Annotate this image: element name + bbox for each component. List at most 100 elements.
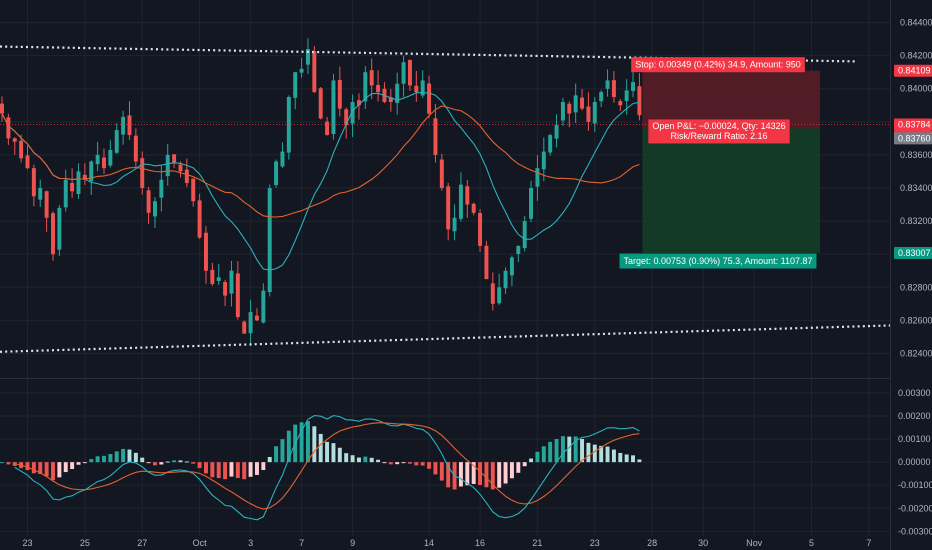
- histogram-bar: [376, 459, 381, 463]
- time-tick-label: 7: [299, 538, 304, 548]
- price-tick-label: 0.84400: [900, 18, 932, 28]
- histogram-bar: [535, 451, 540, 463]
- histogram-bar: [325, 441, 330, 463]
- histogram-bar: [573, 436, 578, 463]
- histogram-bar: [261, 462, 266, 471]
- price-tick-label: 0.83400: [900, 183, 932, 193]
- histogram-bar: [210, 462, 215, 478]
- histogram-bar: [592, 444, 597, 463]
- candle-body: [274, 161, 279, 186]
- histogram-bar: [31, 462, 36, 474]
- candle-body: [376, 84, 381, 93]
- candle-body: [25, 155, 30, 169]
- stop-zone[interactable]: [642, 70, 820, 129]
- candle-body: [458, 184, 463, 219]
- candle-body: [38, 188, 43, 200]
- histogram-bar: [548, 441, 553, 463]
- price-tag-label: 0.83784: [898, 119, 931, 129]
- histogram-bar: [331, 443, 336, 463]
- histogram-bar: [497, 462, 502, 488]
- histogram-bar: [401, 462, 406, 464]
- candle-body: [63, 179, 68, 208]
- histogram-bar: [350, 455, 355, 463]
- histogram-bar: [108, 454, 113, 463]
- histogram-bar: [223, 462, 228, 480]
- histogram-bar: [172, 460, 177, 463]
- time-axis[interactable]: 23 25 27 Oct 3 7 9 14 16 21 23 28 30 Nov 5 7: [22, 538, 871, 548]
- histogram-bar: [414, 462, 419, 466]
- macd-axis[interactable]: 0.00300 0.00200 0.00100 0.00000 -0.00100 -0.0…: [898, 388, 932, 536]
- candle-body: [254, 315, 259, 321]
- candle-body: [114, 130, 119, 153]
- candle-body: [363, 72, 368, 102]
- candle-body: [509, 257, 514, 276]
- candle-body: [580, 97, 585, 109]
- candle-body: [522, 221, 527, 249]
- target-zone[interactable]: [642, 128, 820, 254]
- histogram-bar: [458, 462, 463, 487]
- candle-body: [216, 277, 221, 282]
- candle-body: [70, 182, 75, 192]
- time-tick-label: 23: [590, 538, 600, 548]
- time-tick-label: 14: [424, 538, 434, 548]
- candle-body: [611, 80, 616, 97]
- candle-body: [146, 190, 151, 213]
- histogram-bar: [599, 445, 604, 463]
- price-candles: [0, 38, 642, 346]
- histogram-bar: [471, 462, 476, 484]
- histogram-bar: [427, 462, 432, 469]
- candle-body: [631, 82, 636, 91]
- time-tick-label: 5: [809, 538, 814, 548]
- candle-body: [573, 95, 578, 113]
- support-trendline[interactable]: [0, 324, 895, 353]
- candle-body: [497, 287, 502, 304]
- histogram-bar: [197, 462, 202, 469]
- candle-body: [395, 83, 400, 104]
- histogram-bar: [286, 430, 291, 463]
- histogram-bar: [554, 439, 559, 463]
- price-tag-label: 0.83760: [898, 133, 931, 143]
- candle-body: [57, 207, 62, 250]
- histogram-bar: [70, 462, 75, 470]
- histogram-bar: [242, 462, 247, 480]
- moving-average-slow: [1, 105, 640, 218]
- open-pl-text: Open P&L: −0.00024, Qty: 14326: [652, 121, 785, 131]
- stop-label: Stop: 0.00349 (0.42%) 34.9, Amount: 950: [631, 57, 805, 73]
- time-tick-label: 9: [350, 538, 355, 548]
- macd-tick-label: -0.00300: [898, 526, 932, 536]
- candle-body: [165, 154, 170, 177]
- candle-body: [516, 245, 521, 255]
- histogram-bar: [57, 462, 62, 478]
- histogram-bar: [356, 457, 361, 463]
- price-tag: [894, 132, 932, 145]
- candle-body: [535, 168, 540, 187]
- histogram-bar: [51, 462, 55, 481]
- candle-body: [465, 186, 470, 205]
- risk-reward-tool[interactable]: [642, 70, 820, 254]
- candle-body: [203, 232, 208, 271]
- candle-body: [452, 217, 457, 232]
- histogram-bar: [337, 447, 342, 463]
- candle-body: [318, 88, 323, 119]
- histogram-bar: [420, 462, 425, 466]
- histogram-bar: [318, 433, 323, 463]
- candle-body: [184, 169, 189, 184]
- candle-body: [44, 191, 49, 218]
- histogram-bar: [127, 449, 132, 463]
- candle-body: [0, 103, 4, 114]
- candle-body: [325, 121, 330, 136]
- price-tick-label: 0.82600: [900, 315, 932, 325]
- histogram-bar: [165, 461, 170, 463]
- candle-body: [388, 97, 393, 102]
- histogram-bar: [446, 462, 451, 488]
- candle-body: [293, 72, 298, 98]
- candle-body: [433, 118, 438, 155]
- candle-body: [108, 149, 113, 166]
- histogram-bar: [153, 462, 157, 466]
- candle-body: [229, 270, 234, 294]
- candle-body: [567, 103, 572, 114]
- candle-body: [618, 101, 623, 106]
- price-tick-label: 0.83600: [900, 150, 932, 160]
